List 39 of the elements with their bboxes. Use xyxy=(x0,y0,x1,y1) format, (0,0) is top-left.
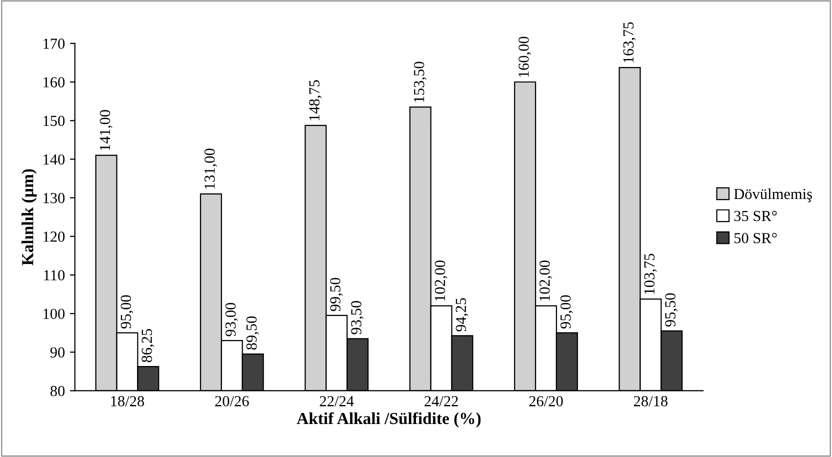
y-tick-label: 110 xyxy=(44,270,65,280)
y-tick-label: 150 xyxy=(44,116,65,126)
y-tick-label: 130 xyxy=(44,192,65,204)
x-axis-title: Aktif Alkali /Sülfidite (%) xyxy=(296,412,481,428)
data-label: 94,25 xyxy=(456,298,468,332)
y-tick-label: 160 xyxy=(44,77,65,88)
x-tick-label: 22/24 xyxy=(320,396,354,406)
data-label: 93,50 xyxy=(351,300,364,334)
data-label: 141,00 xyxy=(100,110,112,150)
y-tick-label: 140 xyxy=(44,154,65,165)
data-label: 102,00 xyxy=(434,260,448,301)
data-label: 95,00 xyxy=(120,295,134,328)
y-axis-title: Kalınlık (µm) xyxy=(22,169,37,266)
data-label: 95,00 xyxy=(560,295,573,328)
data-label: 160,00 xyxy=(518,36,532,77)
data-label: 148,75 xyxy=(309,80,322,120)
data-label: 93,00 xyxy=(225,302,238,336)
data-label: 163,75 xyxy=(623,22,636,62)
x-tick-label: 20/26 xyxy=(215,396,249,406)
data-label: 89,50 xyxy=(246,316,259,350)
x-tick-label: 26/20 xyxy=(529,396,563,406)
legend-label: Dövülmemiş xyxy=(734,188,812,202)
x-tick-label: 28/18 xyxy=(634,396,668,406)
data-label: 86,25 xyxy=(142,328,154,362)
y-tick-label: 170 xyxy=(44,38,65,49)
data-label: 102,00 xyxy=(540,260,552,301)
data-label: 103,75 xyxy=(644,254,657,294)
legend-label: 35 SR° xyxy=(734,210,777,222)
data-label: 95,50 xyxy=(665,293,678,327)
y-tick-label: 120 xyxy=(44,232,65,242)
x-tick-label: 18/28 xyxy=(111,396,144,406)
y-tick-label: 80 xyxy=(50,386,65,396)
data-label: 99,50 xyxy=(330,278,343,312)
legend-label: 50 SR° xyxy=(734,232,777,244)
y-tick-label: 90 xyxy=(50,347,65,358)
data-label: 131,00 xyxy=(204,148,218,189)
data-label: 153,50 xyxy=(414,62,426,102)
y-tick-label: 100 xyxy=(44,308,65,320)
x-tick-label: 24/22 xyxy=(424,396,458,406)
